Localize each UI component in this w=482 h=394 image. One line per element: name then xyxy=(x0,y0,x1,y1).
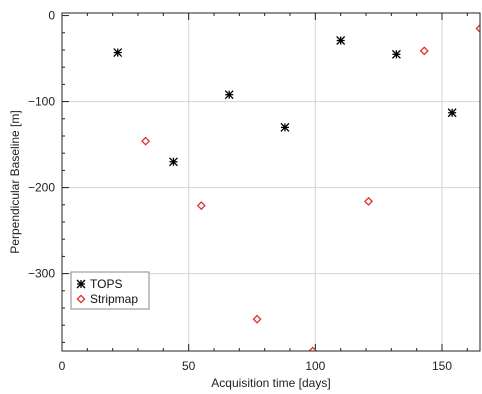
legend: TOPS Stripmap xyxy=(70,271,150,310)
stripmap-point xyxy=(308,346,318,351)
tops-point xyxy=(336,36,346,45)
tops-point xyxy=(280,122,290,132)
legend-marker-glyph xyxy=(76,294,86,304)
legend-stripmap-marker xyxy=(76,294,86,304)
tops-point xyxy=(224,90,234,100)
legend-tops-marker xyxy=(76,279,86,289)
stripmap-point xyxy=(419,46,429,56)
stripmap-point xyxy=(252,314,262,324)
tops-point xyxy=(113,48,123,58)
tops-point xyxy=(391,49,401,59)
x-tick-label: 50 xyxy=(182,359,196,373)
legend-box xyxy=(70,271,150,310)
legend-stripmap-label: Stripmap xyxy=(90,292,138,306)
stripmap-point xyxy=(364,196,374,206)
x-axis-label: Acquisition time [days] xyxy=(211,376,330,390)
y-tick-label: −300 xyxy=(28,267,55,281)
tops-point xyxy=(169,157,178,167)
x-tick-label: 100 xyxy=(305,359,325,373)
tops-point xyxy=(447,108,457,118)
y-tick-label: −200 xyxy=(28,181,55,195)
data-points xyxy=(113,23,480,351)
plot-frame xyxy=(61,12,481,352)
legend-marker-glyph xyxy=(76,279,86,289)
legend-tops-label: TOPS xyxy=(90,277,122,291)
y-axis-label: Perpendicular Baseline [m] xyxy=(8,110,22,253)
y-tick-label: 0 xyxy=(48,9,55,23)
stripmap-point xyxy=(475,23,480,34)
stripmap-point xyxy=(196,201,206,211)
stripmap-point xyxy=(141,136,151,146)
y-tick-label: −100 xyxy=(28,95,55,109)
x-tick-label: 150 xyxy=(432,359,452,373)
axis-ticks xyxy=(61,13,468,351)
x-tick-label: 0 xyxy=(59,359,66,373)
